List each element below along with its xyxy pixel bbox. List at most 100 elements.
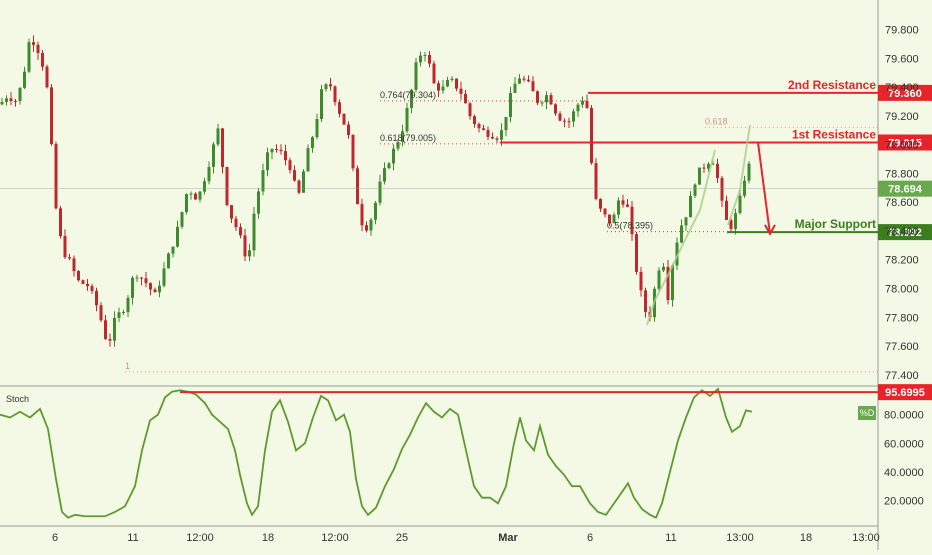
candle-body [576,104,580,112]
level-price-badge-2 [878,224,932,241]
candle-body [729,219,733,229]
candle-body [356,168,359,205]
candle-body [234,218,238,228]
candle-body [9,98,13,102]
candle-body [212,144,215,167]
candle-body [477,124,481,129]
candle-body [315,119,319,138]
candle-body [599,198,602,209]
candle-body [459,88,463,94]
candle-body [221,128,224,168]
candle-body [531,81,535,92]
candle-body [194,193,197,200]
candle-body [32,42,35,45]
candle-body [320,89,323,120]
candle-body [140,277,143,279]
candle-body [414,62,418,90]
stoch-tick-label-3: 80.0000 [884,410,924,422]
projection-arrows [646,124,776,326]
candle-body [230,205,233,219]
stoch-pane: %D [0,387,878,519]
candle-body [437,83,440,91]
current-price-text: 78.694 [888,184,923,196]
candle-body [554,104,557,114]
candle-body [518,78,521,84]
candle-body [572,111,575,122]
fib-label-3: 0.618 [705,116,728,126]
candle-body [504,117,508,131]
candle-body [297,180,301,193]
candle-body [27,42,31,72]
time-tick-label-2: 12:00 [186,532,214,544]
stoch-title: Stoch [6,394,29,404]
candle-body [549,95,553,105]
candle-body [662,266,665,271]
candle-body [189,193,193,195]
stoch-tick-label-2: 60.0000 [884,438,924,450]
candle-body [675,242,679,266]
price-tick-label-8: 79.000 [885,140,919,152]
candle-body [365,225,368,231]
candle-body [558,113,562,121]
candle-body [239,227,242,236]
candle-body [608,214,611,224]
level-label-0: 2nd Resistance [788,78,876,92]
candle-body [621,200,625,205]
time-tick-label-5: 25 [396,532,408,544]
candle-body [203,181,206,192]
level-price-text-1: 79.015 [888,137,922,149]
time-tick-label-0: 6 [52,532,58,544]
candle-body [450,78,454,80]
candle-body [383,168,386,182]
candle-body [711,163,715,165]
candle-body [486,129,490,137]
d-badge-text: %D [860,408,875,418]
price-axis: 79.360 79.015 78.392 77.400 77.600 77.800 78.0… [878,25,932,508]
candle-body [36,44,40,53]
fib-label-1: 0.618(79.005) [380,133,436,143]
level-price-text-0: 79.360 [888,88,922,100]
candle-body [401,131,404,143]
time-tick-label-10: 18 [800,532,812,544]
candle-body [99,305,103,321]
candle-body [158,285,161,293]
candle-body [23,71,26,88]
candle-body [338,102,341,114]
price-tick-label-3: 78.000 [885,284,919,296]
candle-body [270,148,274,153]
candle-body [392,148,395,164]
candle-body [509,92,512,118]
candle-body [468,103,472,117]
candle-body [5,98,8,102]
candle-body [54,144,58,209]
candle-body [293,170,296,181]
candle-body [329,84,332,87]
stoch-tick-label-1: 40.0000 [884,467,924,479]
candle-body [342,113,346,125]
price-pane: 0.764(79.304) 0.618(79.005) 0.5(78.395) 0.6… [0,0,880,550]
stoch-level-text: 95.6995 [885,387,925,399]
candle-body [617,200,620,215]
time-tick-label-4: 12:00 [321,532,349,544]
candle-body [716,163,719,179]
candle-body [0,101,4,105]
candle-body [725,200,728,220]
candle-body [50,87,53,145]
candle-body [720,178,724,201]
rally-swing-line-2 [727,124,751,226]
candle-body [626,204,629,207]
candle-body [216,128,220,145]
candle-body [135,277,139,279]
candle-body [702,167,706,169]
candle-body [698,167,701,185]
time-tick-label-3: 18 [262,532,274,544]
candle-body [387,163,391,169]
candle-body [639,271,643,291]
stoch-d-line [0,387,753,519]
candle-body [581,100,584,105]
candle-body [261,170,265,192]
candle-body [257,191,260,214]
level-price-text-2: 78.392 [888,227,922,239]
candle-body [126,297,130,313]
